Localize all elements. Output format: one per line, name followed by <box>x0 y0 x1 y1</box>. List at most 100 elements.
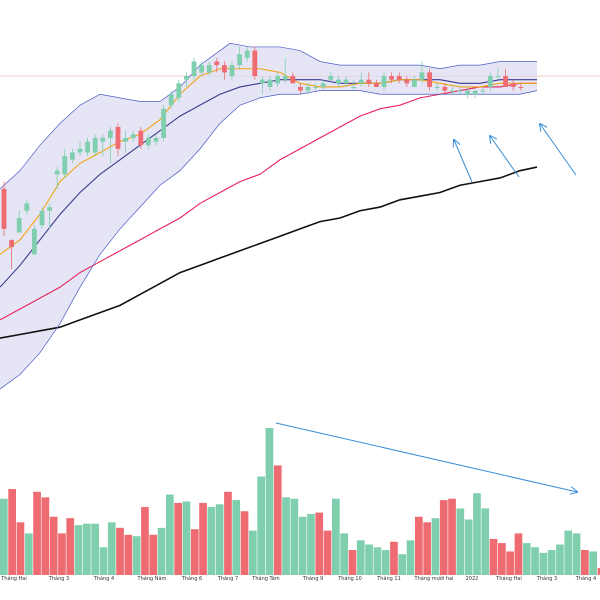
candle <box>320 79 326 91</box>
x-tick-label: Tháng 6 <box>181 575 202 582</box>
candle <box>16 210 22 233</box>
candle-body <box>146 137 151 146</box>
candle-body <box>222 65 227 73</box>
volume-bar <box>315 512 324 575</box>
candle <box>24 199 30 215</box>
volume-bar <box>174 502 182 575</box>
candle <box>495 68 501 80</box>
candle <box>442 83 448 95</box>
candle <box>123 130 128 153</box>
candle-body <box>358 79 364 84</box>
candle <box>115 123 121 157</box>
candle <box>54 167 60 189</box>
volume-bar <box>49 516 58 575</box>
volume-bar <box>589 551 597 575</box>
volume-bar <box>522 543 531 575</box>
candle-body <box>442 86 448 91</box>
volume-bar <box>58 533 66 575</box>
candle <box>222 61 227 80</box>
candle-body <box>24 203 30 211</box>
candle-body <box>9 239 14 248</box>
candle-body <box>465 90 470 95</box>
candle-body <box>267 79 273 87</box>
volume-bar <box>273 465 282 575</box>
candle-body <box>244 50 250 58</box>
candle-body <box>85 141 90 153</box>
volume-bar <box>556 544 564 575</box>
candle-body <box>480 90 486 92</box>
volume-bar <box>132 536 141 575</box>
candle-body <box>282 76 288 80</box>
volume-bar <box>498 543 506 575</box>
candle <box>419 61 425 84</box>
candle-body <box>427 72 432 87</box>
candle-body <box>305 86 311 91</box>
candle <box>412 76 417 87</box>
candle <box>1 181 7 237</box>
candle <box>184 72 189 87</box>
candle-body <box>77 148 83 153</box>
volume-bar <box>16 522 25 575</box>
volume-bar <box>564 530 573 575</box>
candle-body <box>389 76 394 80</box>
x-tick-label: Tháng Tám <box>251 575 280 582</box>
candle-body <box>488 76 493 87</box>
annotation-layer <box>275 124 577 492</box>
candle <box>62 148 68 178</box>
volume-bar <box>531 547 539 575</box>
candle <box>229 61 235 80</box>
volume-bar <box>464 519 473 575</box>
candle-body <box>518 86 524 88</box>
candle <box>518 83 524 91</box>
candle <box>313 83 318 91</box>
candle-body <box>39 210 45 226</box>
volume-bar <box>489 538 498 575</box>
candle <box>434 83 440 91</box>
candle-body <box>472 90 478 95</box>
volume-bar <box>240 511 249 575</box>
volume-bar <box>356 540 365 575</box>
candle <box>244 46 250 62</box>
candle <box>199 61 204 77</box>
volume-bar <box>265 428 274 575</box>
candle <box>510 79 516 91</box>
candle-body <box>229 65 235 77</box>
candle-body <box>176 83 182 98</box>
volume-bar <box>141 507 149 575</box>
volume-bar <box>199 502 207 575</box>
x-tick-label: Tháng Hai <box>495 575 521 582</box>
candle-body <box>115 127 121 149</box>
candle-body <box>351 86 356 88</box>
volume-bar <box>439 500 448 575</box>
candle-body <box>214 61 220 66</box>
candle <box>488 72 493 91</box>
candle <box>427 68 432 91</box>
candle-body <box>381 76 387 87</box>
volume-bar <box>298 516 307 575</box>
volume-trend-arrow <box>275 422 577 492</box>
volume-bar <box>390 541 398 575</box>
candle-body <box>252 50 258 77</box>
volume-bar <box>166 494 174 575</box>
candle-body <box>199 65 204 73</box>
candle-body <box>92 137 98 153</box>
volume-bar <box>74 525 83 575</box>
candle-body <box>434 86 440 88</box>
volume-bar <box>66 518 75 575</box>
volume-bar <box>8 489 16 575</box>
volume-bar <box>290 498 299 575</box>
price-panel <box>0 42 600 390</box>
candle-body <box>495 76 501 78</box>
candle <box>138 127 144 149</box>
x-axis: Tháng Hai Tháng 3 Tháng 4 Tháng Năm Tháng 6 T… <box>0 575 596 582</box>
volume-bar <box>215 504 224 575</box>
candle-body <box>123 137 128 142</box>
volume-bar <box>99 547 108 575</box>
candle <box>328 72 334 84</box>
candle <box>336 76 341 87</box>
x-tick-label: Tháng Năm <box>137 575 167 582</box>
volume-bar <box>398 554 407 575</box>
candle <box>206 61 212 77</box>
volume-bar <box>91 523 99 575</box>
volume-bar <box>124 534 133 575</box>
